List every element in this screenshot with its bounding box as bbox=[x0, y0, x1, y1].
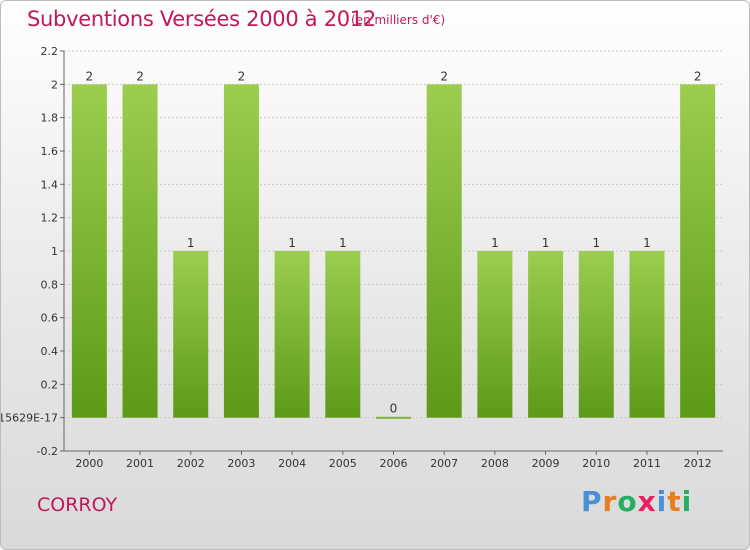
data-label: 1 bbox=[592, 236, 600, 250]
y-tick-label: 1.4 bbox=[41, 178, 59, 191]
logo-letter: x bbox=[637, 485, 657, 518]
bar bbox=[477, 251, 513, 418]
bar bbox=[426, 84, 462, 418]
bar bbox=[680, 84, 716, 418]
data-label: 2 bbox=[694, 69, 702, 83]
y-tick-label: 2 bbox=[51, 78, 58, 91]
data-label: 2 bbox=[86, 69, 94, 83]
bar bbox=[325, 251, 361, 418]
x-tick-label: 2004 bbox=[278, 457, 306, 470]
logo-letter: o bbox=[617, 485, 638, 518]
y-tick-label: -1.15629E-17 bbox=[1, 412, 58, 425]
x-tick-label: 2009 bbox=[532, 457, 560, 470]
y-tick-label: 2.2 bbox=[41, 45, 59, 58]
bar bbox=[578, 251, 614, 418]
x-tick-label: 2003 bbox=[227, 457, 255, 470]
data-label: 1 bbox=[643, 236, 651, 250]
x-tick-label: 2001 bbox=[126, 457, 154, 470]
x-tick-label: 2005 bbox=[329, 457, 357, 470]
x-tick-label: 2011 bbox=[633, 457, 661, 470]
x-tick-label: 2012 bbox=[684, 457, 712, 470]
x-tick-label: 2000 bbox=[75, 457, 103, 470]
y-tick-label: -0.2 bbox=[37, 445, 58, 458]
city-name: CORROY bbox=[37, 494, 118, 516]
bar bbox=[223, 84, 259, 418]
data-label: 1 bbox=[187, 236, 195, 250]
data-label: 1 bbox=[542, 236, 550, 250]
y-tick-label: 1 bbox=[51, 245, 58, 258]
chart-title: Subventions Versées 2000 à 2012 bbox=[27, 7, 376, 31]
x-tick-label: 2002 bbox=[177, 457, 205, 470]
data-label: 2 bbox=[238, 69, 246, 83]
y-tick-label: 1.2 bbox=[41, 212, 59, 225]
x-tick-label: 2008 bbox=[481, 457, 509, 470]
y-tick-label: 1.8 bbox=[41, 112, 59, 125]
y-tick-label: 0.6 bbox=[41, 312, 59, 325]
y-tick-label: 1.6 bbox=[41, 145, 59, 158]
bar bbox=[71, 84, 107, 418]
bar bbox=[173, 251, 209, 418]
logo-letter: P bbox=[581, 485, 603, 518]
y-tick-label: 0.4 bbox=[41, 345, 59, 358]
y-tick-label: 0.2 bbox=[41, 378, 59, 391]
data-label: 1 bbox=[491, 236, 499, 250]
data-label: 1 bbox=[288, 236, 296, 250]
y-tick-label: 0.8 bbox=[41, 278, 59, 291]
data-label: 2 bbox=[440, 69, 448, 83]
data-label: 0 bbox=[390, 402, 398, 416]
data-label: 1 bbox=[339, 236, 347, 250]
logo-letter: i bbox=[656, 485, 668, 518]
chart-subtitle: (en milliers d'€) bbox=[351, 13, 446, 27]
logo-letter: t bbox=[667, 485, 682, 518]
bar bbox=[122, 84, 158, 418]
bar bbox=[528, 251, 564, 418]
bar bbox=[376, 416, 411, 419]
x-tick-label: 2006 bbox=[380, 457, 408, 470]
bar bbox=[274, 251, 310, 418]
proxiti-logo: Proxiti bbox=[581, 485, 692, 518]
bar bbox=[629, 251, 665, 418]
x-tick-label: 2010 bbox=[582, 457, 610, 470]
x-tick-label: 2007 bbox=[430, 457, 458, 470]
logo-letter: i bbox=[681, 485, 693, 518]
logo-letter: r bbox=[602, 485, 618, 518]
data-label: 2 bbox=[136, 69, 144, 83]
